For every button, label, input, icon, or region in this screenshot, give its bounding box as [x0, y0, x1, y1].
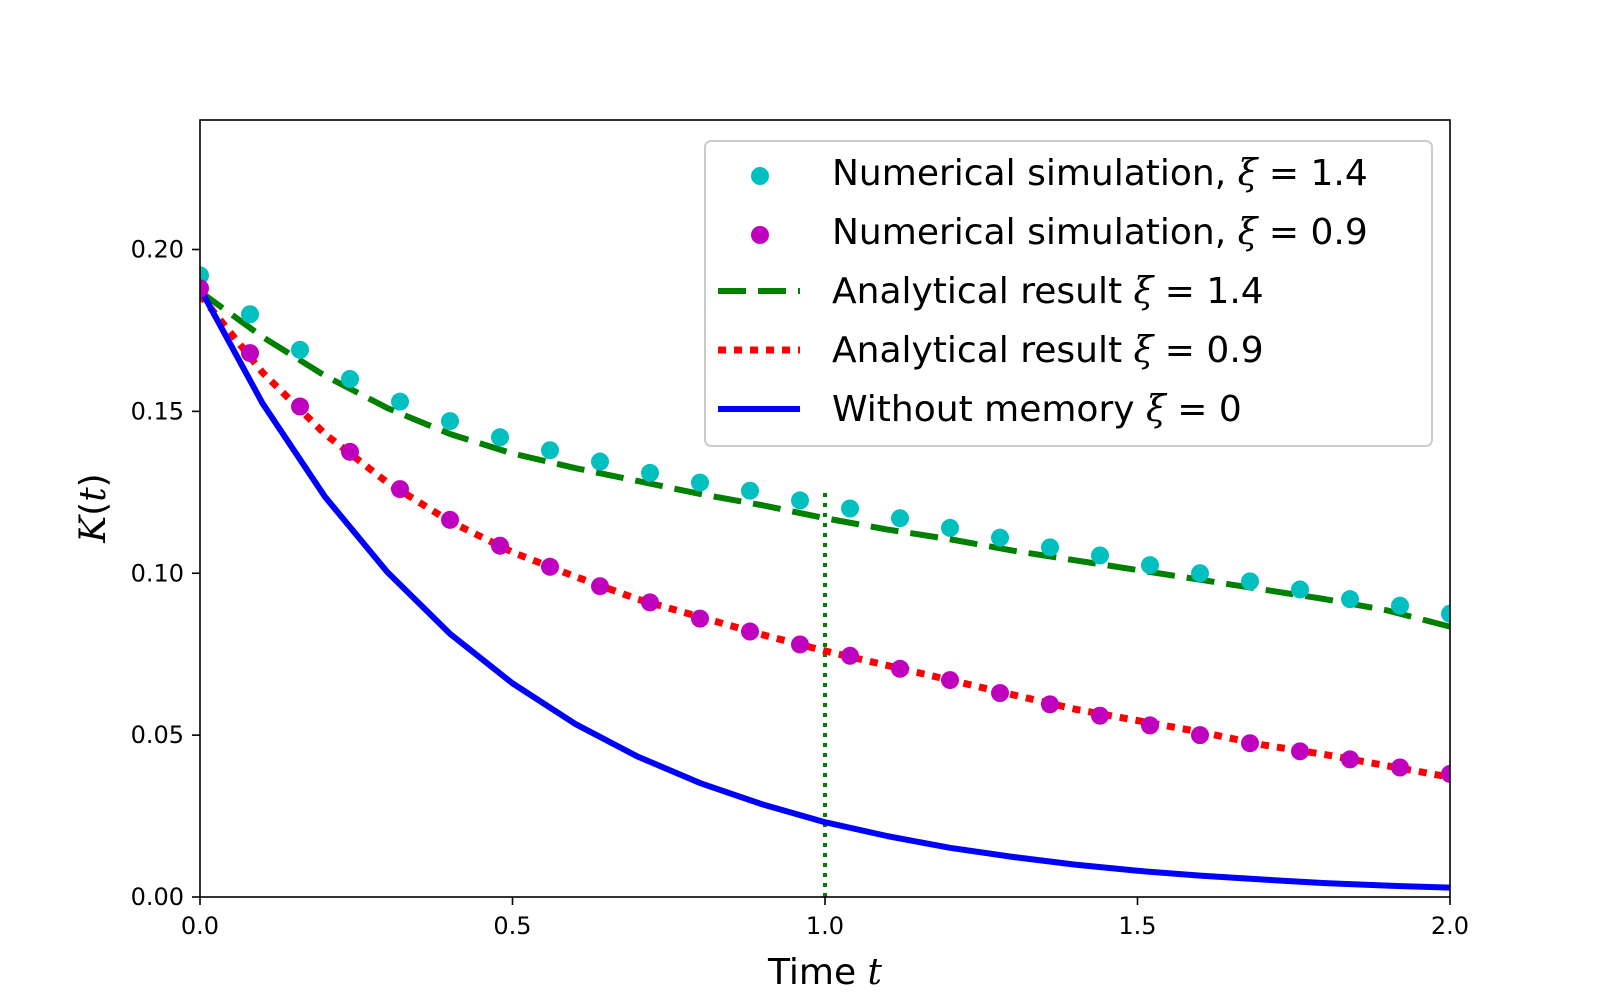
series-1-point-12: [791, 635, 809, 654]
series-1-point-15: [941, 671, 959, 690]
legend-marker-1: [751, 226, 769, 244]
legend-box: [704, 140, 1433, 447]
series-0-point-18: [1091, 546, 1109, 565]
series-1-point-13: [841, 646, 859, 665]
series-line-2: [200, 289, 1450, 630]
series-1-point-4: [391, 480, 409, 499]
x-tick-label-4: 2.0: [1431, 912, 1469, 940]
series-0-point-12: [791, 491, 809, 510]
y-tick-label-1: 0.05: [131, 721, 184, 749]
series-1-point-22: [1291, 742, 1309, 761]
legend-label-4: Without memory ξ = 0: [832, 389, 1242, 430]
series-1-point-25: [1441, 764, 1450, 783]
legend-label-2: Analytical result ξ = 1.4: [832, 271, 1264, 312]
axis-ticks: 0.0 0.5 1.0 1.5 2.0 0.00 0.05 0.10 0.15 0.20: [131, 236, 1470, 941]
y-tick-label-2: 0.10: [131, 559, 184, 587]
series-0-point-17: [1041, 538, 1059, 557]
series-1-point-23: [1341, 750, 1359, 769]
series-1-point-11: [741, 622, 759, 641]
series-1-point-21: [1241, 734, 1259, 753]
legend-marker-0: [751, 167, 769, 185]
series-1-point-19: [1141, 716, 1159, 735]
x-axis-label: Time t: [767, 952, 883, 993]
series-0-point-8: [591, 452, 609, 471]
series-0-point-11: [741, 481, 759, 500]
series-0-point-3: [341, 370, 359, 388]
x-tick-label-2: 1.0: [806, 912, 844, 940]
series-0-point-5: [441, 412, 459, 431]
y-tick-label-0: 0.00: [131, 883, 184, 911]
legend: Numerical simulation, ξ = 1.4 Numerical s…: [704, 140, 1433, 447]
series-1-point-14: [891, 659, 909, 678]
series-1-point-6: [491, 536, 509, 555]
y-axis-label: K(t): [73, 473, 114, 543]
series-1-point-7: [541, 557, 559, 576]
series-0-point-1: [241, 305, 259, 324]
x-tick-label-3: 1.5: [1118, 912, 1156, 940]
series-0-point-7: [541, 441, 559, 460]
series-line-4: [200, 286, 1450, 891]
legend-label-1: Numerical simulation, ξ = 0.9: [832, 212, 1368, 253]
x-tick-label-1: 0.5: [493, 912, 531, 940]
series-0-point-20: [1191, 564, 1209, 583]
series-0-point-9: [641, 463, 659, 482]
series-0-point-4: [391, 392, 409, 411]
series-0-point-6: [491, 428, 509, 447]
series-0-point-25: [1441, 604, 1450, 623]
series-0-point-23: [1341, 590, 1359, 609]
series-0-point-24: [1391, 596, 1409, 615]
series-1-point-24: [1391, 758, 1409, 777]
series-0-point-10: [691, 473, 709, 492]
y-tick-label-3: 0.15: [131, 397, 184, 425]
legend-label-3: Analytical result ξ = 0.9: [832, 330, 1264, 371]
series-0-point-19: [1141, 556, 1159, 575]
series-1-point-5: [441, 510, 459, 529]
series-1-point-3: [341, 442, 359, 461]
series-0-point-21: [1241, 572, 1259, 591]
series-0-point-13: [841, 499, 859, 518]
legend-label-0: Numerical simulation, ξ = 1.4: [832, 153, 1368, 194]
series-0-point-16: [991, 528, 1009, 547]
series-0-point-15: [941, 518, 959, 537]
x-tick-label-0: 0.0: [181, 912, 219, 940]
series-1-point-16: [991, 684, 1009, 703]
series-1-point-18: [1091, 706, 1109, 725]
series-1-point-9: [641, 593, 659, 612]
series-0-point-22: [1291, 580, 1309, 599]
series-0-point-14: [891, 509, 909, 528]
plot-area: [200, 266, 1450, 897]
y-tick-label-4: 0.20: [131, 236, 184, 264]
series-0-point-2: [291, 340, 309, 359]
series-1-point-17: [1041, 695, 1059, 714]
series-1-point-1: [241, 344, 259, 363]
series-line-3: [200, 292, 1450, 781]
series-1-point-0: [200, 279, 209, 298]
series-1-point-10: [691, 609, 709, 628]
series-1-point-20: [1191, 726, 1209, 745]
series-1-point-8: [591, 577, 609, 596]
series-1-point-2: [291, 397, 309, 416]
